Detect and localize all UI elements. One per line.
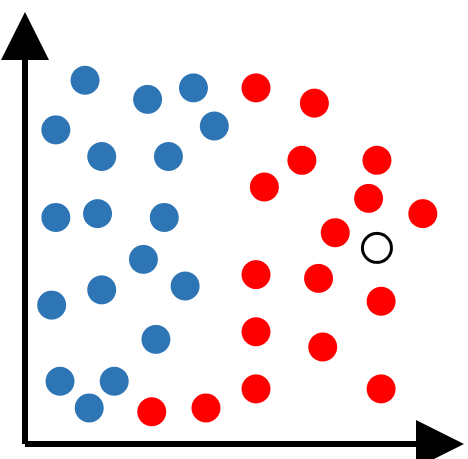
data-point — [141, 324, 171, 354]
data-point — [45, 366, 75, 396]
data-point — [320, 218, 350, 248]
data-point — [87, 275, 117, 305]
data-point — [170, 271, 200, 301]
points-layer — [37, 65, 438, 427]
data-point — [99, 366, 129, 396]
data-point — [83, 199, 113, 229]
data-point — [178, 73, 208, 103]
data-point — [299, 88, 329, 118]
data-point — [287, 145, 317, 175]
data-point — [191, 393, 221, 423]
data-point — [199, 111, 229, 141]
data-point — [87, 141, 117, 171]
data-point — [153, 141, 183, 171]
data-point — [41, 202, 71, 232]
data-point — [70, 65, 100, 95]
data-point — [366, 286, 396, 316]
data-point — [304, 263, 334, 293]
data-point — [354, 183, 384, 213]
data-point — [137, 397, 167, 427]
data-point — [241, 260, 271, 290]
data-point — [149, 202, 179, 232]
data-point — [41, 115, 71, 145]
data-point — [360, 231, 393, 264]
data-point — [241, 374, 271, 404]
data-point — [362, 145, 392, 175]
data-point — [128, 244, 158, 274]
data-point — [37, 290, 67, 320]
data-point — [241, 73, 271, 103]
data-point — [133, 84, 163, 114]
data-point — [74, 393, 104, 423]
data-point — [366, 374, 396, 404]
data-point — [249, 172, 279, 202]
data-point — [308, 332, 338, 362]
data-point — [241, 317, 271, 347]
data-point — [408, 199, 438, 229]
